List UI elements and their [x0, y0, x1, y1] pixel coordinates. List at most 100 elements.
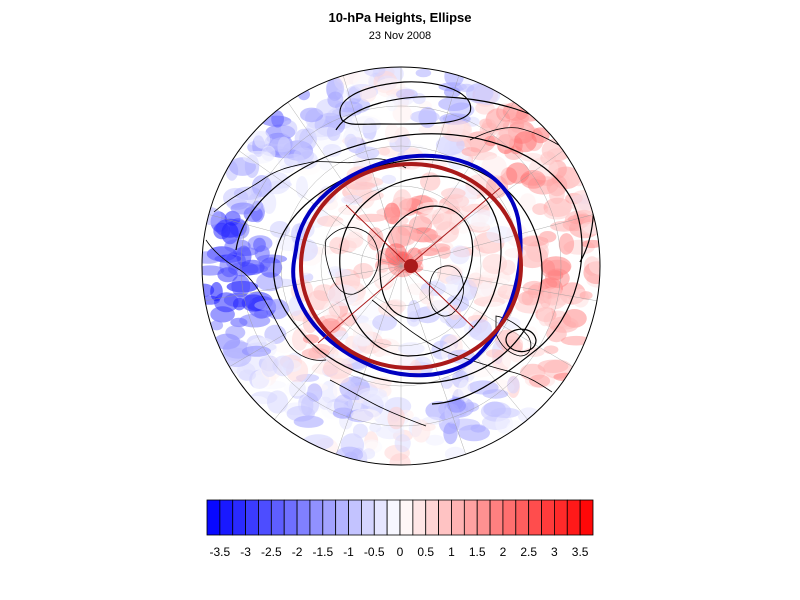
anomaly-cell [355, 146, 380, 160]
anomaly-cell [385, 94, 399, 112]
coastline-scandinavia [495, 315, 532, 357]
colorbar-tick-label: 3.5 [572, 545, 589, 559]
anomaly-cell [579, 291, 593, 300]
colorbar-box [425, 499, 440, 536]
colorbar-box [412, 499, 427, 536]
anomaly-cell [351, 114, 382, 126]
anomaly-cell [322, 144, 342, 157]
contour-7 [505, 328, 537, 353]
contour-1 [379, 205, 474, 320]
colorbar-box [554, 499, 568, 536]
anomaly-cell [500, 259, 516, 276]
anomaly-cell [363, 67, 386, 77]
colorbar-box [476, 499, 491, 536]
colorbar-tick-label: -3 [240, 545, 251, 559]
anomaly-cell [277, 136, 291, 158]
anomaly-cell [213, 222, 231, 240]
fitted-ellipse [299, 162, 523, 370]
coastline-eurasia [371, 299, 553, 393]
anomaly-cell [327, 284, 358, 307]
anomaly-cell [271, 110, 284, 128]
anomaly-cell [301, 347, 330, 359]
anomaly-cell [217, 267, 238, 283]
colorbar-tick-label: -2 [292, 545, 303, 559]
colorbar-box [245, 499, 259, 536]
anomaly-cell [579, 221, 600, 235]
anomaly-cell [303, 334, 319, 344]
anomaly-cell [513, 131, 537, 153]
anomaly-cell [485, 349, 505, 358]
anomaly-cell [253, 237, 266, 253]
coastline-greenland [428, 265, 464, 317]
vortex-edge [291, 153, 523, 378]
anomaly-cell [231, 274, 251, 298]
anomaly-cell [372, 314, 397, 331]
colorbar-box [360, 499, 375, 536]
anomaly-cell [490, 407, 521, 418]
anomaly-cell [537, 302, 552, 327]
anomaly-cell [398, 342, 425, 355]
anomaly-cell [477, 282, 493, 297]
colorbar-box [335, 499, 349, 536]
colorbar-tick-label: 2 [500, 545, 507, 559]
anomaly-cell [256, 272, 284, 292]
anomaly-cell [470, 424, 486, 433]
anomaly-cell [588, 257, 600, 275]
colorbar-box [219, 499, 234, 536]
anomaly-cell [548, 183, 565, 205]
anomaly-cell [239, 313, 271, 328]
colorbar-box [296, 499, 311, 536]
anomaly-cell [383, 202, 401, 225]
anomaly-cell [543, 205, 570, 220]
anomaly-cell [540, 151, 556, 166]
coastline-arctic-islands [324, 226, 379, 295]
anomaly-cell [210, 320, 224, 331]
anomaly-cell [394, 434, 411, 453]
colorbar-tick-label: -1.5 [312, 545, 333, 559]
colorbar-box [463, 499, 478, 536]
anomaly-cell [362, 448, 376, 460]
colorbar-box [309, 499, 324, 536]
colorbar-tick-label: -1 [343, 545, 354, 559]
anomaly-cell [261, 355, 278, 377]
anomaly-cell [463, 402, 480, 412]
colorbar-box [270, 499, 285, 536]
anomaly-cell [529, 374, 551, 388]
colorbar-box [322, 499, 337, 536]
anomaly-cell [458, 379, 471, 402]
colorbar-box [515, 499, 530, 536]
anomaly-cell [333, 394, 353, 417]
contour-2 [339, 175, 502, 357]
anomaly-cell [266, 390, 289, 414]
colorbar-box [579, 499, 594, 536]
ellipse-center-marker [404, 259, 418, 273]
anomaly-cell [319, 158, 333, 171]
anomaly-cell [456, 222, 470, 234]
anomaly-cell [272, 355, 295, 377]
anomaly-cell [230, 202, 256, 215]
colorbar-box [502, 499, 517, 536]
anomaly-field [202, 67, 600, 465]
anomaly-cell [344, 181, 376, 190]
colorbar-box [283, 499, 298, 536]
colorbar-tick-label: 0 [397, 545, 404, 559]
anomaly-cell [519, 235, 549, 253]
globe-outline [201, 66, 601, 466]
anomaly-cell [254, 130, 271, 149]
anomaly-cell [262, 191, 277, 214]
anomaly-cell [485, 175, 509, 199]
contour-4 [235, 133, 583, 405]
anomaly-cell [447, 398, 466, 413]
coastline-atlantic [329, 379, 427, 427]
colorbar-box [386, 499, 401, 536]
anomaly-cell [239, 259, 265, 276]
anomaly-cell [269, 221, 290, 238]
anomaly-cell [307, 290, 331, 311]
colorbar-box [348, 499, 362, 536]
coastline-pacific [205, 239, 327, 361]
colorbar-tick-label: -2.5 [261, 545, 282, 559]
colorbar-box [528, 499, 542, 536]
anomaly-cell [507, 376, 520, 394]
